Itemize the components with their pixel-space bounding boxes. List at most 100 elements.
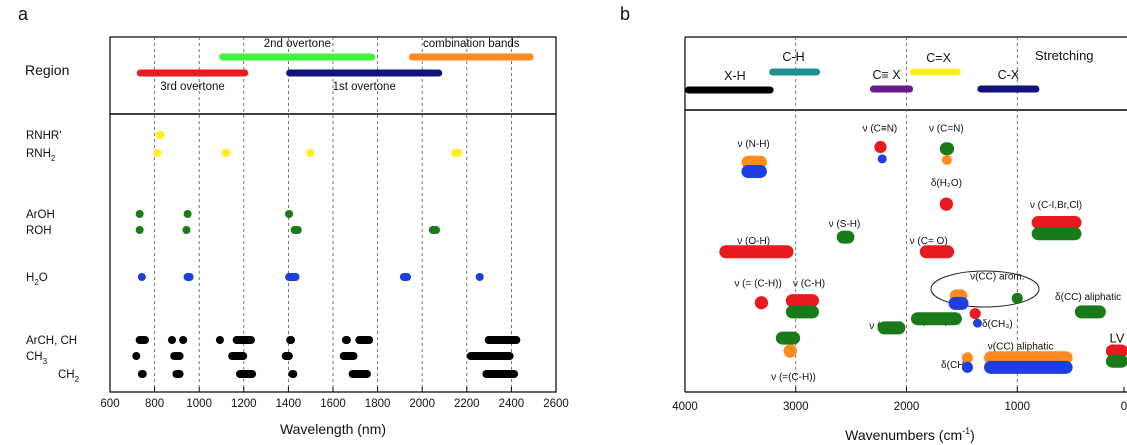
absorption-band <box>306 149 315 157</box>
band-annotation: LV <box>1109 331 1124 346</box>
band-annotation: ν (= (C-H)) <box>734 278 782 289</box>
x-tick-label: 2600 <box>543 398 569 410</box>
absorption-band <box>741 164 767 178</box>
absorption-band <box>939 197 954 211</box>
band-annotation: δ(CC) aliphatic <box>1055 292 1121 303</box>
absorption-band <box>232 336 255 344</box>
absorption-band <box>877 154 887 164</box>
x-tick-label: 1600 <box>320 398 346 410</box>
absorption-band <box>182 226 191 234</box>
absorption-band <box>466 352 514 360</box>
absorption-band <box>137 370 147 378</box>
band-annotation: ν (C-I,Br,Cl) <box>1030 200 1082 211</box>
region-bar <box>286 69 443 77</box>
absorption-band <box>281 352 293 360</box>
x-tick-label: 2000 <box>409 398 435 410</box>
band-annotation: ν (C= O) <box>910 236 948 247</box>
absorption-band <box>1011 292 1023 304</box>
absorption-band <box>183 210 192 218</box>
x-tick-label: 800 <box>145 398 164 410</box>
panel-b: b 4000 3000 2000 1000 0 Wavenumbers (cm-1) Stre… <box>620 4 1127 443</box>
absorption-band <box>783 344 797 358</box>
absorption-band <box>719 245 794 259</box>
absorption-band <box>1105 344 1127 358</box>
absorption-band <box>910 312 962 326</box>
row-label: H2O <box>26 272 48 287</box>
stretch-name: C≡ X <box>872 68 901 82</box>
absorption-band <box>135 336 150 344</box>
absorption-band <box>1105 354 1127 368</box>
band-annotation: δ(CH₃) <box>982 319 1013 330</box>
x-tick-label: 600 <box>100 398 119 410</box>
absorption-band <box>969 308 981 320</box>
absorption-band <box>939 142 955 156</box>
absorption-band <box>285 210 294 218</box>
absorption-band <box>961 361 973 373</box>
panel-a: a 600 800 1000 1200 1400 1600 1800 2000 2200 2400 2… <box>18 4 569 437</box>
region-name: 3rd overtone <box>160 81 225 93</box>
absorption-band <box>428 226 441 234</box>
absorption-band <box>348 370 371 378</box>
band-annotation: δ(H₂O) <box>931 178 962 189</box>
stretch-bar <box>685 86 774 94</box>
absorption-band <box>355 336 374 344</box>
absorption-band <box>941 154 952 165</box>
absorption-band <box>228 352 248 360</box>
band-annotation: ν (C=N) <box>929 124 964 135</box>
absorption-band <box>183 273 194 281</box>
absorption-band <box>877 321 906 335</box>
row-label: RNH2 <box>26 148 56 163</box>
absorption-band <box>288 370 298 378</box>
absorption-band <box>341 336 351 344</box>
absorption-band <box>215 336 224 344</box>
absorption-band <box>221 149 231 157</box>
x-tick-label: 4000 <box>672 401 698 413</box>
absorption-band <box>775 331 801 345</box>
band-annotation: ν (C≡N) <box>863 124 898 135</box>
absorption-band <box>135 226 144 234</box>
x-tick-label: 0 <box>1121 401 1127 413</box>
stretch-bar <box>977 85 1040 93</box>
x-axis-label: Wavelength (nm) <box>280 421 386 437</box>
region-name: 1st overtone <box>333 81 396 93</box>
band-annotation: ν (=(C-H)) <box>771 372 816 383</box>
absorption-band <box>451 149 463 157</box>
region-name: combination bands <box>423 38 520 50</box>
row-label: ArCH, CH <box>26 335 77 347</box>
region-label: Region <box>25 62 69 78</box>
absorption-band <box>1031 215 1082 229</box>
band-annotation: ν(CC) aliphatic <box>988 341 1054 352</box>
absorption-band <box>135 210 144 218</box>
region-bar <box>219 53 376 61</box>
absorption-band <box>170 352 184 360</box>
row-label: CH2 <box>58 369 80 384</box>
x-tick-label: 1800 <box>365 398 391 410</box>
x-tick-label: 2400 <box>499 398 525 410</box>
band-annotation: ν (N-H) <box>738 139 770 150</box>
absorption-band <box>167 336 176 344</box>
stretch-bar <box>909 68 961 76</box>
band-annotation: ν(CC) arom. <box>970 272 1024 283</box>
stretch-bar <box>869 85 914 93</box>
absorption-band <box>179 336 188 344</box>
absorption-band <box>1074 305 1106 319</box>
band-annotation: ν (O-H) <box>737 236 770 247</box>
absorption-band <box>153 149 162 157</box>
absorption-band <box>754 296 769 310</box>
absorption-band <box>484 336 521 344</box>
absorption-band <box>132 352 141 360</box>
absorption-band <box>785 305 820 319</box>
x-axis-label: Wavenumbers (cm-1) <box>845 426 975 443</box>
band-annotation: δ(CH₂) <box>941 360 972 371</box>
stretch-name: X-H <box>724 69 746 83</box>
absorption-band <box>137 273 146 281</box>
absorption-band <box>972 318 982 328</box>
absorption-band <box>919 245 955 259</box>
absorption-band <box>482 370 519 378</box>
absorption-band <box>339 352 358 360</box>
x-tick-label: 3000 <box>783 401 809 413</box>
absorption-band <box>290 226 302 234</box>
absorption-band <box>285 273 300 281</box>
absorption-band <box>475 273 484 281</box>
